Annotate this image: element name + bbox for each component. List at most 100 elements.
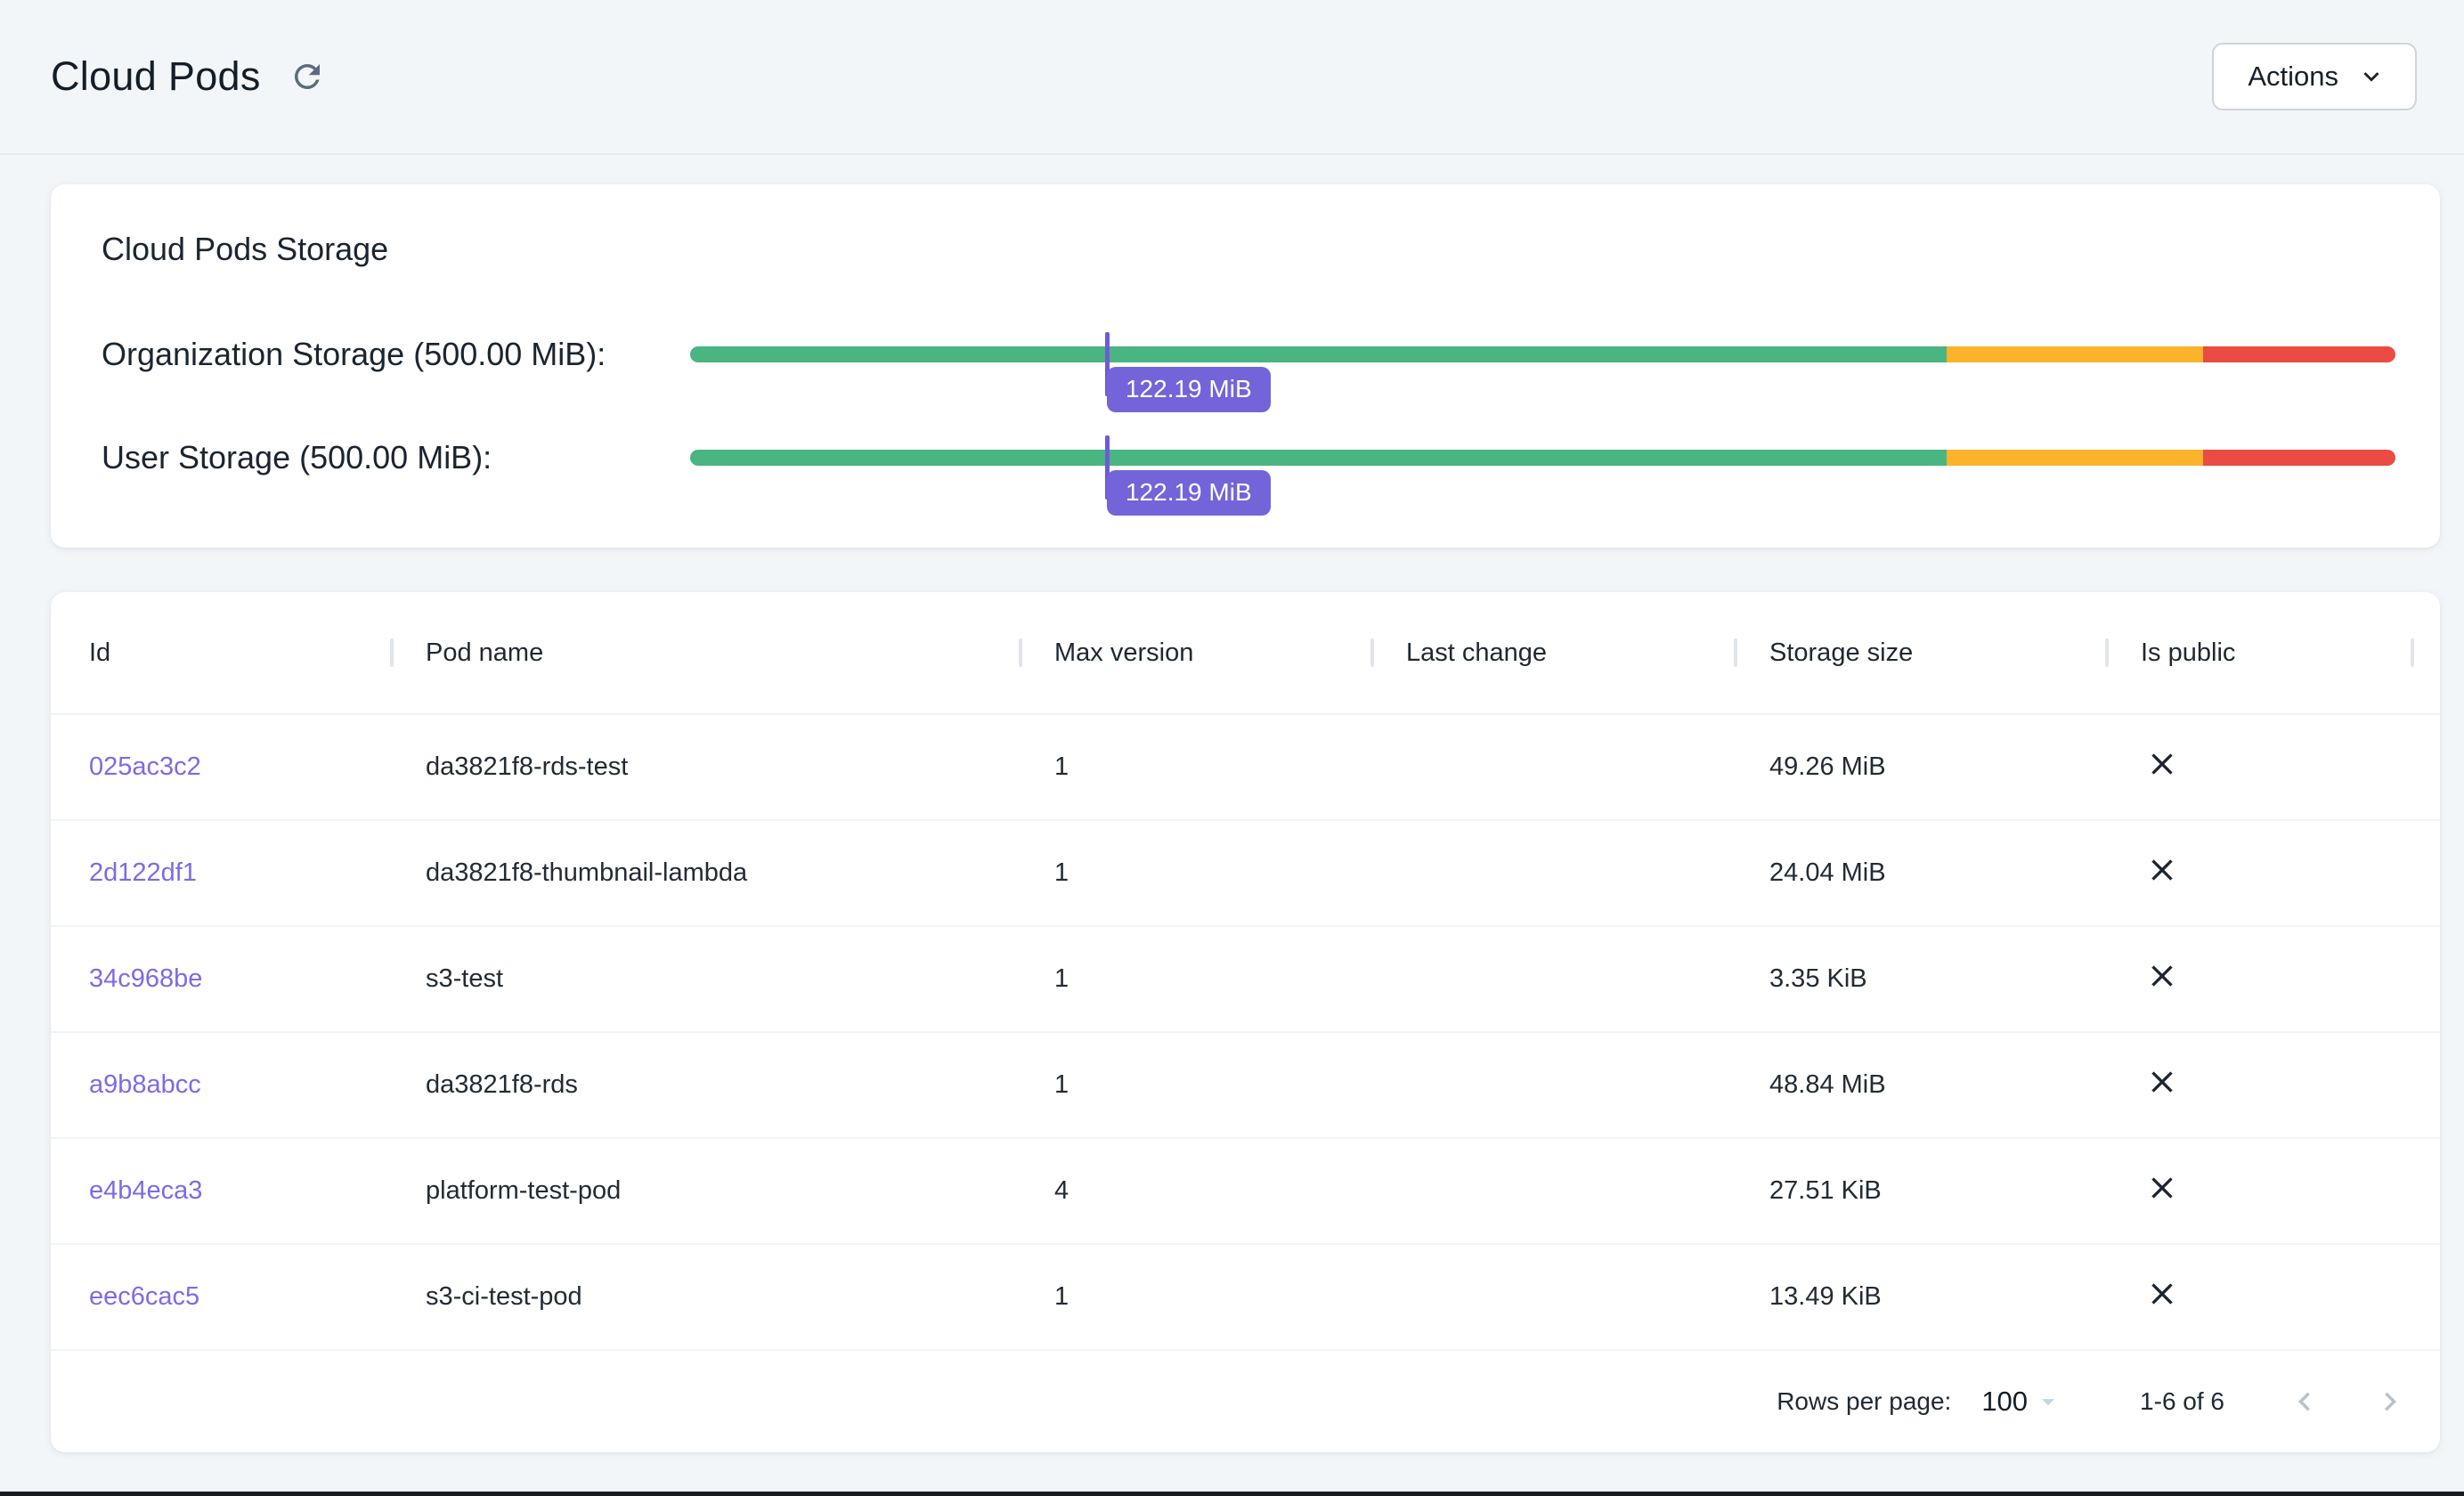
column-header-id[interactable]: Id <box>89 638 111 667</box>
organization-storage-label: Organization Storage (500.00 MiB): <box>102 336 606 372</box>
pod-name-cell: platform-test-pod <box>426 1176 622 1205</box>
column-header-label: Pod name <box>426 638 544 667</box>
pod-id-link[interactable]: a9b8abcc <box>89 1070 201 1099</box>
storage-bar-safe-segment <box>690 346 1948 362</box>
column-header-max-version[interactable]: Max version <box>1019 592 1372 713</box>
is-public-cell <box>2107 746 2414 789</box>
max-version-cell: 1 <box>1054 752 1069 781</box>
storage-size-cell: 27.51 KiB <box>1769 1176 1882 1205</box>
storage-tooltip: 122.19 MiB <box>1106 367 1271 412</box>
column-header-label: Is public <box>2141 638 2236 667</box>
storage-bar-track <box>690 450 2395 466</box>
max-version-cell: 1 <box>1054 858 1069 887</box>
column-resize-handle[interactable] <box>390 638 394 667</box>
next-page-button[interactable] <box>2369 1380 2411 1423</box>
page-title: Cloud Pods <box>51 53 261 99</box>
refresh-icon <box>289 58 326 95</box>
column-resize-handle[interactable] <box>1019 638 1022 667</box>
pagination-range-label: 1-6 of 6 <box>2140 1387 2224 1415</box>
max-version-cell: 1 <box>1054 1282 1069 1311</box>
not-public-x-icon <box>2144 958 2180 994</box>
storage-marker <box>1104 332 1110 396</box>
max-version-cell: 4 <box>1054 1176 1069 1205</box>
is-public-cell <box>2107 958 2414 1001</box>
column-header-label: Max version <box>1054 638 1194 667</box>
storage-bar-safe-segment <box>690 450 1948 466</box>
dropdown-arrow-icon <box>2028 1386 2063 1417</box>
table-body: 025ac3c2 da3821f8-rds-test 1 49.26 MiB 2… <box>51 713 2440 1349</box>
table-row: 025ac3c2 da3821f8-rds-test 1 49.26 MiB <box>51 713 2440 819</box>
column-header-is-public[interactable]: Is public <box>2105 592 2414 713</box>
table-row: e4b4eca3 platform-test-pod 4 27.51 KiB <box>51 1137 2440 1243</box>
rows-per-page-label: Rows per page: <box>1777 1387 1952 1415</box>
chevron-down-icon <box>2356 61 2387 92</box>
rows-per-page-value: 100 <box>1981 1386 2029 1417</box>
rows-per-page-select[interactable]: 100 <box>1981 1386 2063 1418</box>
storage-bar-track <box>690 346 2395 362</box>
column-header-last-change[interactable]: Last change <box>1370 592 1736 713</box>
pod-name-cell: s3-test <box>426 964 504 993</box>
table-row: 2d122df1 da3821f8-thumbnail-lambda 1 24.… <box>51 819 2440 925</box>
column-header-label: Last change <box>1406 638 1548 667</box>
pod-name-cell: s3-ci-test-pod <box>426 1282 582 1311</box>
column-resize-handle[interactable] <box>2105 638 2109 667</box>
storage-card-title: Cloud Pods Storage <box>102 231 389 267</box>
storage-marker <box>1104 435 1110 500</box>
storage-size-cell: 13.49 KiB <box>1769 1282 1882 1311</box>
pod-name-cell: da3821f8-rds-test <box>426 752 629 781</box>
storage-size-cell: 49.26 MiB <box>1769 752 1886 781</box>
storage-bar-critical-segment <box>2202 346 2395 362</box>
storage-bar-critical-segment <box>2202 450 2395 466</box>
max-version-cell: 1 <box>1054 1070 1069 1099</box>
not-public-x-icon <box>2144 852 2180 888</box>
chevron-right-icon <box>2371 1383 2409 1420</box>
organization-storage-row: Organization Storage (500.00 MiB): 122.1… <box>102 323 2395 412</box>
user-storage-row: User Storage (500.00 MiB): 122.19 MiB <box>102 427 2395 516</box>
actions-button-label: Actions <box>2248 61 2338 92</box>
is-public-cell <box>2107 852 2414 895</box>
column-resize-handle[interactable] <box>1370 638 1374 667</box>
user-storage-bar: 122.19 MiB <box>690 427 2395 516</box>
table-pagination: Rows per page: 100 1-6 of 6 <box>51 1349 2440 1452</box>
column-header-pod-name[interactable]: Pod name <box>390 592 1021 713</box>
column-header-label: Storage size <box>1769 638 1914 667</box>
not-public-x-icon <box>2144 1276 2180 1312</box>
is-public-cell <box>2107 1170 2414 1213</box>
pod-id-link[interactable]: e4b4eca3 <box>89 1176 203 1205</box>
user-storage-label: User Storage (500.00 MiB): <box>102 439 492 476</box>
storage-bar-warning-segment <box>1947 450 2203 466</box>
refresh-button[interactable] <box>286 55 329 98</box>
not-public-x-icon <box>2144 1170 2180 1206</box>
max-version-cell: 1 <box>1054 964 1069 993</box>
storage-card: Cloud Pods Storage Organization Storage … <box>51 184 2440 548</box>
cloud-pods-table: Id Pod name Max version Last change Stor… <box>51 592 2440 1452</box>
is-public-cell <box>2107 1064 2414 1107</box>
pod-id-link[interactable]: eec6cac5 <box>89 1282 200 1311</box>
column-resize-handle[interactable] <box>2411 638 2414 667</box>
not-public-x-icon <box>2144 1064 2180 1100</box>
table-header-row: Id Pod name Max version Last change Stor… <box>51 592 2440 713</box>
pod-id-link[interactable]: 025ac3c2 <box>89 752 201 781</box>
storage-size-cell: 48.84 MiB <box>1769 1070 1886 1099</box>
chevron-left-icon <box>2286 1383 2323 1420</box>
app-header: Cloud Pods Actions <box>0 0 2464 155</box>
screen-bottom-edge <box>0 1492 2464 1496</box>
pod-id-link[interactable]: 34c968be <box>89 964 203 993</box>
table-row: a9b8abcc da3821f8-rds 1 48.84 MiB <box>51 1031 2440 1137</box>
storage-size-cell: 3.35 KiB <box>1769 964 1867 993</box>
is-public-cell <box>2107 1276 2414 1319</box>
storage-bar-warning-segment <box>1947 346 2203 362</box>
actions-button[interactable]: Actions <box>2212 43 2417 110</box>
table-row: eec6cac5 s3-ci-test-pod 1 13.49 KiB <box>51 1243 2440 1349</box>
pod-name-cell: da3821f8-rds <box>426 1070 578 1099</box>
not-public-x-icon <box>2144 746 2180 782</box>
pod-id-link[interactable]: 2d122df1 <box>89 858 197 887</box>
table-row: 34c968be s3-test 1 3.35 KiB <box>51 925 2440 1031</box>
previous-page-button[interactable] <box>2283 1380 2326 1423</box>
pod-name-cell: da3821f8-thumbnail-lambda <box>426 858 748 887</box>
organization-storage-bar: 122.19 MiB <box>690 323 2395 412</box>
storage-tooltip: 122.19 MiB <box>1106 470 1271 516</box>
column-header-storage-size[interactable]: Storage size <box>1734 592 2107 713</box>
column-resize-handle[interactable] <box>1734 638 1737 667</box>
